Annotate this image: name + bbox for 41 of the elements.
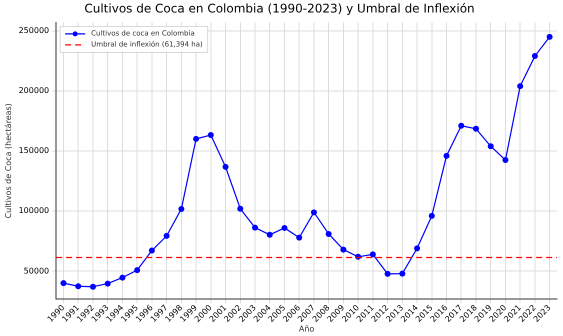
point — [488, 143, 494, 150]
point — [384, 270, 391, 277]
point — [178, 206, 184, 212]
point — [104, 280, 111, 287]
point — [266, 232, 273, 238]
point — [164, 232, 170, 239]
point — [414, 245, 420, 252]
point — [444, 152, 450, 159]
y-axis-title: Cultivos de Coca (hectáreas) — [4, 103, 13, 218]
point — [237, 206, 244, 212]
point — [517, 83, 524, 90]
point — [370, 251, 376, 258]
y-tick-label: 50000 — [24, 266, 50, 276]
point — [60, 280, 67, 286]
point — [340, 246, 346, 253]
point — [296, 234, 302, 241]
point — [532, 53, 538, 60]
point — [208, 132, 214, 138]
point — [310, 209, 317, 216]
x-axis-title: Año — [298, 324, 314, 334]
point — [428, 212, 435, 219]
point — [148, 248, 155, 254]
point — [326, 230, 332, 237]
point — [472, 126, 479, 132]
point — [252, 224, 258, 231]
point — [90, 284, 96, 290]
y-tick-label: 100000 — [18, 206, 50, 216]
point — [119, 274, 126, 281]
point — [502, 157, 508, 164]
point — [75, 283, 82, 290]
point — [399, 270, 406, 277]
point — [546, 34, 553, 40]
y-tick-label: 150000 — [18, 146, 50, 156]
chart-title: Cultivos de Coca en Colombia (1990-2023) y Umbral de Inflexión — [84, 1, 475, 16]
point — [134, 267, 140, 274]
y-tick-label: 200000 — [18, 86, 50, 95]
point — [222, 164, 229, 170]
point — [281, 224, 288, 231]
point — [193, 136, 200, 142]
y-tick-label: 250000 — [18, 26, 50, 35]
point — [458, 122, 464, 129]
